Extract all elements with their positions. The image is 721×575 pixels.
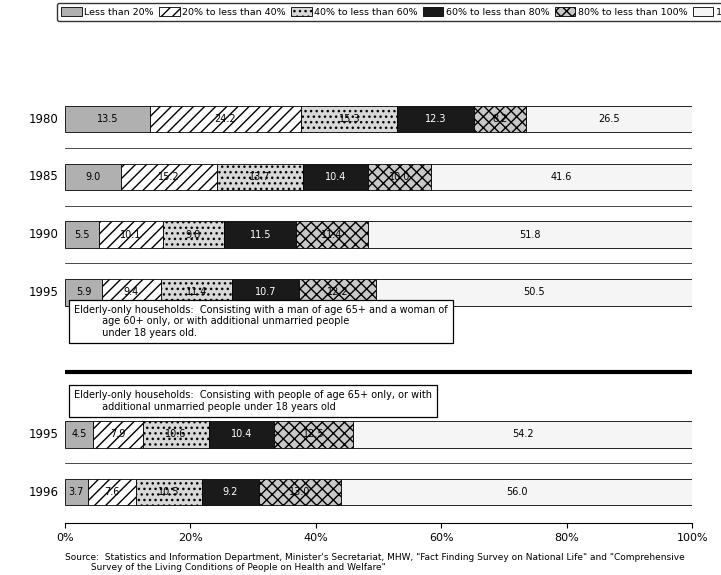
Text: 13.0: 13.0 <box>289 487 311 497</box>
Bar <box>102 279 161 306</box>
Text: 1995: 1995 <box>29 428 58 441</box>
Bar <box>65 479 88 505</box>
Text: 54.2: 54.2 <box>512 430 534 439</box>
Bar <box>161 279 232 306</box>
Text: 56.0: 56.0 <box>505 487 527 497</box>
Bar <box>368 221 693 248</box>
Text: 11.5: 11.5 <box>249 229 271 240</box>
Text: 7.9: 7.9 <box>110 430 125 439</box>
Text: 10.0: 10.0 <box>389 172 410 182</box>
Text: 3.7: 3.7 <box>68 487 84 497</box>
Bar <box>217 163 303 190</box>
Text: 5.9: 5.9 <box>76 288 91 297</box>
Text: 50.5: 50.5 <box>523 288 545 297</box>
Bar <box>88 479 136 505</box>
Bar <box>209 421 275 448</box>
Bar <box>376 279 693 306</box>
Text: 1995: 1995 <box>29 286 58 299</box>
Text: 13.7: 13.7 <box>249 172 270 182</box>
Text: 12.2: 12.2 <box>327 288 348 297</box>
Text: 4.5: 4.5 <box>71 430 87 439</box>
Text: 15.3: 15.3 <box>339 114 360 124</box>
Text: 10.5: 10.5 <box>158 487 180 497</box>
Bar <box>397 106 474 132</box>
Bar <box>368 163 430 190</box>
Text: 10.1: 10.1 <box>120 229 142 240</box>
Text: 51.8: 51.8 <box>520 229 541 240</box>
Bar <box>93 421 143 448</box>
Text: 26.5: 26.5 <box>598 114 620 124</box>
Bar <box>224 221 296 248</box>
Text: Elderly-only households:  Consisting with people of age 65+ only, or with
      : Elderly-only households: Consisting with… <box>74 390 433 412</box>
Text: 11.4: 11.4 <box>186 288 208 297</box>
Text: Elderly-only households:  Consisting with a man of age 65+ and a woman of
      : Elderly-only households: Consisting with… <box>74 305 448 338</box>
Bar <box>430 163 691 190</box>
Text: Source:  Statistics and Information Department, Minister's Secretariat, MHW, "Fa: Source: Statistics and Information Depar… <box>65 553 685 572</box>
Bar <box>143 421 209 448</box>
Text: 10.4: 10.4 <box>324 172 346 182</box>
Text: 15.2: 15.2 <box>158 172 180 182</box>
Bar <box>301 106 397 132</box>
Text: 24.2: 24.2 <box>215 114 236 124</box>
Text: 11.4: 11.4 <box>322 229 342 240</box>
Bar <box>65 106 149 132</box>
Bar <box>232 279 299 306</box>
Text: 5.5: 5.5 <box>74 229 90 240</box>
Text: 9.0: 9.0 <box>86 172 101 182</box>
Bar <box>275 421 353 448</box>
Text: 1996: 1996 <box>29 486 58 499</box>
Bar <box>353 421 693 448</box>
Text: 10.6: 10.6 <box>165 430 187 439</box>
Bar <box>65 421 93 448</box>
Text: 13.5: 13.5 <box>97 114 118 124</box>
Text: 9.4: 9.4 <box>124 288 139 297</box>
Bar <box>296 221 368 248</box>
Text: 12.3: 12.3 <box>425 114 447 124</box>
Bar <box>474 106 526 132</box>
Text: 9.8: 9.8 <box>186 229 201 240</box>
Bar <box>121 163 217 190</box>
Text: 8.2: 8.2 <box>492 114 508 124</box>
Text: 12.5: 12.5 <box>303 430 324 439</box>
Bar <box>341 479 692 505</box>
Bar <box>526 106 692 132</box>
Bar <box>65 221 99 248</box>
Text: 1980: 1980 <box>29 113 58 126</box>
Bar <box>65 163 121 190</box>
Bar <box>136 479 202 505</box>
Text: 10.7: 10.7 <box>255 288 277 297</box>
Bar <box>202 479 260 505</box>
Text: 1990: 1990 <box>29 228 58 241</box>
Bar <box>99 221 163 248</box>
Legend: Less than 20%, 20% to less than 40%, 40% to less than 60%, 60% to less than 80%,: Less than 20%, 20% to less than 40%, 40%… <box>57 3 721 21</box>
Bar <box>65 279 102 306</box>
Text: 41.6: 41.6 <box>550 172 572 182</box>
Bar <box>299 279 376 306</box>
Bar <box>163 221 224 248</box>
Bar <box>149 106 301 132</box>
Text: 10.4: 10.4 <box>231 430 252 439</box>
Bar <box>303 163 368 190</box>
Text: 9.2: 9.2 <box>223 487 238 497</box>
Bar <box>260 479 341 505</box>
Text: 7.6: 7.6 <box>105 487 120 497</box>
Text: 1985: 1985 <box>29 170 58 183</box>
